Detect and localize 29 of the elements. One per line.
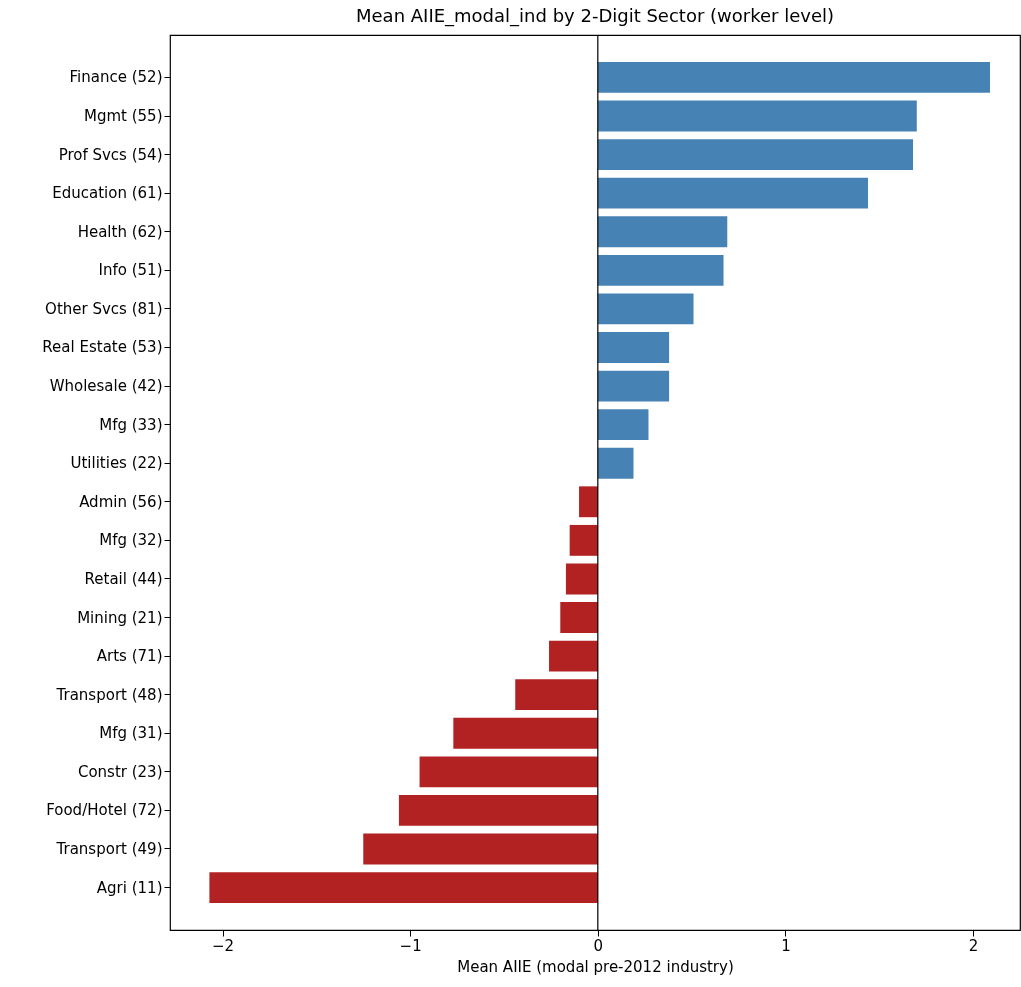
y-tick-label: Real Estate (53) (42, 338, 163, 357)
y-tick-label: Retail (44) (84, 569, 163, 588)
x-tick-label: 2 (968, 936, 979, 955)
y-tick-label: Info (51) (98, 261, 163, 280)
y-tick-label: Other Svcs (81) (45, 299, 163, 318)
y-tick-label: Transport (48) (55, 685, 163, 704)
y-tick-label: Transport (49) (55, 839, 163, 858)
x-tick-label: 0 (593, 936, 604, 955)
y-tick-label: Prof Svcs (54) (58, 145, 163, 164)
x-tick-label: 1 (781, 936, 791, 955)
y-tick-label: Mfg (32) (99, 531, 163, 550)
y-tick-label: Mining (21) (77, 608, 163, 627)
x-tick-label: −1 (399, 936, 422, 955)
y-tick-label: Health (62) (77, 222, 163, 241)
y-tick-label: Mfg (31) (99, 724, 163, 743)
y-tick-label: Utilities (22) (70, 454, 163, 473)
y-tick-label: Agri (11) (96, 878, 163, 897)
chart-title: Mean AIIE_modal_ind by 2-Digit Sector (worker level) (356, 5, 834, 28)
y-tick-label: Finance (52) (69, 68, 163, 87)
y-tick-label: Wholesale (42) (49, 377, 163, 396)
y-tick-label: Mgmt (55) (83, 107, 163, 126)
y-tick-label: Education (61) (52, 184, 163, 203)
y-tick-label: Mfg (33) (99, 415, 163, 434)
y-tick-label: Arts (71) (96, 647, 163, 666)
y-tick-label: Admin (56) (79, 492, 163, 511)
y-tick-label: Constr (23) (77, 762, 163, 781)
x-tick-label: −2 (211, 936, 235, 955)
y-tick-label: Food/Hotel (72) (46, 801, 163, 820)
x-axis-title: Mean AIIE (modal pre-2012 industry) (457, 957, 734, 976)
